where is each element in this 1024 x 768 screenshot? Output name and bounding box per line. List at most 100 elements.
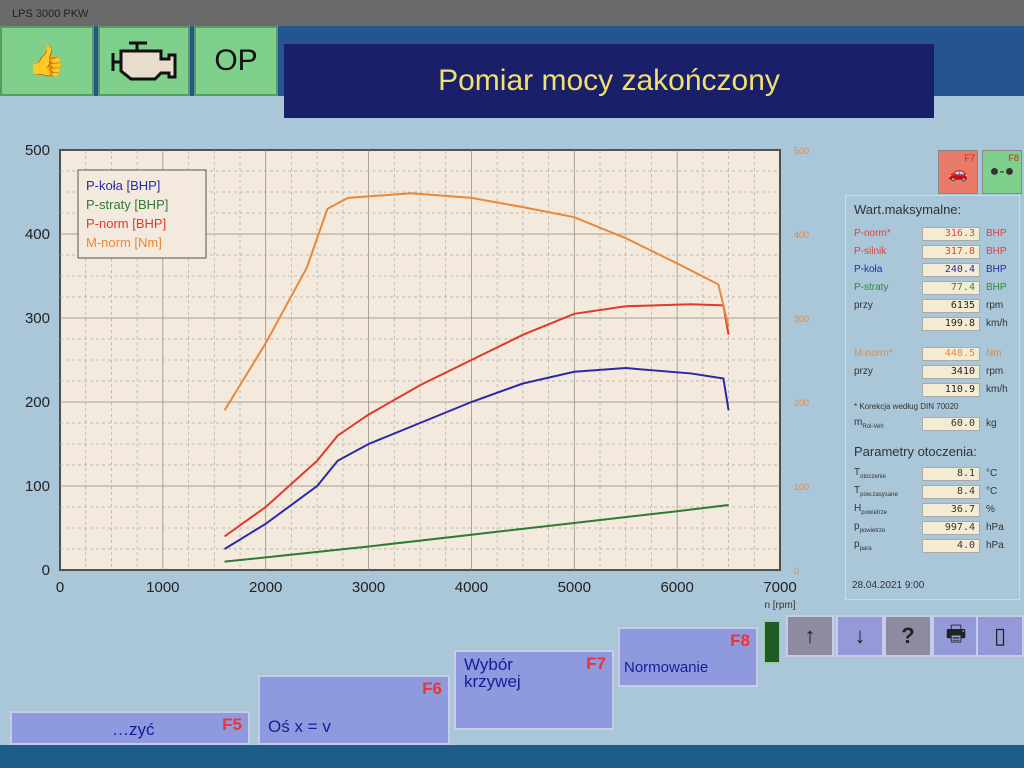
legend-entry: P-straty [BHP]	[86, 197, 168, 212]
mass-row: mRol-Veh 60.0 kg	[854, 416, 1019, 431]
printer-icon: 🖶	[945, 621, 967, 646]
mass-value: 60.0	[922, 416, 980, 431]
max-row-value: 199.8	[922, 316, 980, 331]
y-right-tick-label: 500	[794, 146, 809, 156]
y-left-tick-label: 200	[25, 394, 50, 411]
env-row-unit: %	[986, 504, 995, 515]
y-right-tick-label: 300	[794, 314, 809, 324]
env-row-label: Hpowietrze	[854, 503, 922, 516]
y-left-tick-label: 500	[25, 142, 50, 159]
env-subscript: pow.zasysane	[860, 492, 898, 498]
env-row-unit: hPa	[986, 522, 1004, 533]
max-row-unit: BHP	[986, 246, 1007, 257]
op-label: OP	[214, 44, 258, 77]
legend	[77, 169, 207, 259]
max-row-unit: km/h	[986, 384, 1008, 395]
max-row-unit: BHP	[986, 264, 1007, 275]
max-row-label: przy	[854, 300, 873, 311]
legend-entry: P-koła [BHP]	[86, 178, 160, 193]
max-row-label: P-straty	[854, 282, 889, 293]
axis-x-v-button[interactable]: F6 Oś x = v	[258, 675, 450, 745]
env-heading: Parametry otoczenia:	[854, 444, 977, 459]
series-line-p-koła	[224, 367, 730, 550]
x-tick-label: 3000	[352, 579, 385, 596]
max-row-unit: rpm	[986, 300, 1004, 311]
car-f7-button[interactable]: F7 🚗	[938, 150, 978, 194]
arrow-down-icon: ↓	[854, 623, 866, 648]
max-row-unit: km/h	[986, 318, 1008, 329]
print-button[interactable]: 🖶	[932, 615, 980, 657]
op-button[interactable]: OP	[194, 26, 278, 96]
env-row-value: 997.4	[922, 520, 980, 535]
env-row-value: 36.7	[922, 502, 980, 517]
help-icon: ?	[901, 623, 915, 648]
env-row: Tpow.zasysane 8.4 °C	[854, 484, 1019, 499]
f6-key: F6	[422, 679, 442, 698]
scroll-down-button[interactable]: ↓	[836, 615, 884, 657]
arrow-up-icon: ↑	[804, 623, 816, 648]
x-tick-label: 5000	[558, 579, 591, 596]
max-row: 110.9 km/h	[854, 382, 1019, 397]
env-row-value: 4.0	[922, 538, 980, 553]
exit-icon: ▯	[993, 623, 1007, 648]
curve-select-button[interactable]: F7 Wybór krzywej	[454, 650, 614, 730]
y-left-tick-label: 400	[25, 226, 50, 243]
series-line-p-straty	[224, 503, 729, 563]
legend-entry: P-norm [BHP]	[86, 216, 166, 231]
max-row: P-straty 77.4 BHP	[854, 280, 1019, 295]
max-row: P-norm* 316.3 BHP	[854, 226, 1019, 241]
max-row: P-koła 240.4 BHP	[854, 262, 1019, 277]
correction-note: * Korekcja według DIN 70020	[854, 402, 959, 411]
mass-sub: Rol-Veh	[862, 424, 884, 430]
car-icon: 🚗	[948, 165, 968, 182]
max-row-label: M-norm*	[854, 348, 893, 359]
max-row-unit: Nm	[986, 348, 1002, 359]
max-row-value: 448.5	[922, 346, 980, 361]
max-row: przy 3410 rpm	[854, 364, 1019, 379]
max-row: przy 6135 rpm	[854, 298, 1019, 313]
max-row-label: przy	[854, 366, 873, 377]
status-indicator	[764, 621, 780, 663]
f8-label: Normowanie	[624, 659, 709, 676]
datetime: 28.04.2021 9:00	[852, 580, 925, 591]
f7-label: Wybór krzywej	[464, 655, 521, 691]
x-tick-label: 1000	[146, 579, 179, 596]
taskbar	[0, 745, 1024, 768]
f6-label: Oś x = v	[268, 717, 331, 736]
f8-key: F8	[730, 631, 750, 650]
f5-key: F5	[222, 715, 242, 734]
env-subscript: para	[859, 546, 872, 552]
help-button[interactable]: ?	[884, 615, 932, 657]
max-row-value: 3410	[922, 364, 980, 379]
f5-button[interactable]: F5 …zyć	[10, 711, 250, 745]
max-row-value: 316.3	[922, 226, 980, 241]
mass-label: m	[854, 417, 863, 428]
max-row-value: 77.4	[922, 280, 980, 295]
x-tick-label: 4000	[455, 579, 488, 596]
env-row: ppowietrze 997.4 hPa	[854, 520, 1019, 535]
env-row-value: 8.4	[922, 484, 980, 499]
scroll-up-button[interactable]: ↑	[786, 615, 834, 657]
axle-icon: ●-●	[989, 163, 1015, 180]
f7-key-label: F7	[964, 153, 975, 163]
env-row-unit: °C	[986, 468, 998, 479]
max-heading: Wart.maksymalne:	[854, 202, 962, 217]
y-left-tick-label: 100	[25, 478, 50, 495]
env-symbol: T	[854, 485, 861, 496]
axle-f8-button[interactable]: F8 ●-●	[982, 150, 1022, 194]
env-row: Hpowietrze 36.7%	[854, 502, 1019, 517]
thumbs-up-button[interactable]: 👍	[0, 26, 94, 96]
max-row-label: P-silnik	[854, 246, 887, 257]
engine-button[interactable]	[98, 26, 190, 96]
max-row: 199.8 km/h	[854, 316, 1019, 331]
max-row-value: 240.4	[922, 262, 980, 277]
y-left-tick-label: 300	[25, 310, 50, 327]
normalization-button[interactable]: F8 Normowanie	[618, 627, 758, 687]
thumbs-up-icon: 👍	[28, 44, 66, 78]
max-row-value: 317.8	[922, 244, 980, 259]
max-row-unit: BHP	[986, 282, 1007, 293]
y-right-tick-label: 400	[794, 230, 809, 240]
max-row-label: P-koła	[854, 264, 883, 275]
exit-button[interactable]: ▯	[976, 615, 1024, 657]
env-row: Totoczenie 8.1 °C	[854, 466, 1019, 481]
